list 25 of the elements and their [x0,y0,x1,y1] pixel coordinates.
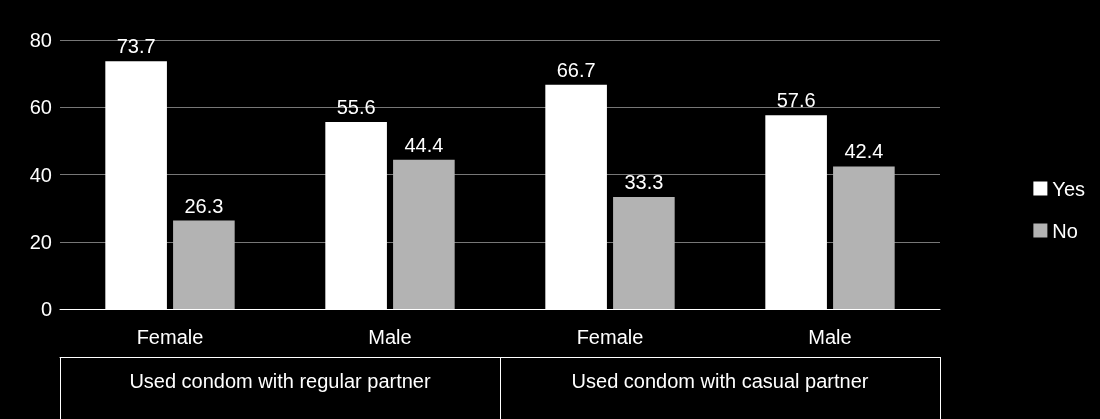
legend-label: No [1052,219,1078,242]
data-label: 26.3 [184,194,224,217]
data-label: 42.4 [844,140,884,163]
x-tick-label: Male [808,326,852,348]
y-tick-label: 80 [29,29,52,51]
x-tick-label: Female [136,326,204,348]
text: Used condom with regular partner [129,370,431,392]
bar [613,197,675,309]
data-label: 44.4 [404,133,444,156]
y-tick-label: 20 [29,230,52,253]
bar [173,220,235,309]
y-tick-label: 60 [29,96,52,119]
text: Used condom with casual partner [571,370,869,392]
x-tick-label: Male [368,326,412,348]
data-label: 55.6 [336,96,376,119]
bar [393,159,455,309]
legend-label: Yes [1052,177,1086,200]
data-label: 66.7 [556,58,596,81]
bar [833,166,895,309]
data-label: 57.6 [776,89,816,112]
y-tick-label: 0 [40,298,52,320]
data-label: 33.3 [624,171,664,194]
x-tick-label: Female [576,326,644,348]
y-tick-label: 40 [29,163,52,186]
data-label: 73.7 [116,35,156,58]
